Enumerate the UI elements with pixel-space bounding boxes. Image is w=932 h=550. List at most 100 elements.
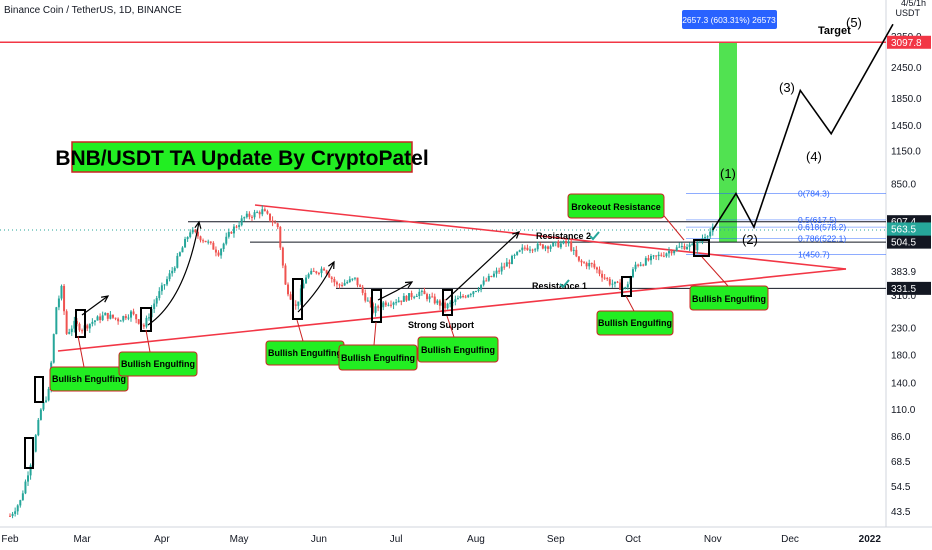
measure-label-bg: [682, 10, 777, 29]
candle-body: [704, 237, 707, 239]
candle-body: [356, 277, 359, 286]
candle-body: [415, 295, 418, 297]
candle-body: [153, 303, 156, 310]
candle-body: [662, 255, 665, 257]
candle-body: [408, 293, 411, 301]
candle-body: [639, 264, 642, 266]
callout-text: Brokeout Resistance: [571, 202, 661, 212]
candle-body: [276, 223, 279, 228]
candle-body: [588, 263, 591, 267]
x-tick-label: Aug: [467, 534, 485, 545]
wave-5-label: (5): [846, 15, 862, 30]
candle-body: [24, 481, 27, 494]
candle-body: [580, 260, 583, 263]
candle-body: [539, 243, 542, 245]
candle-body: [305, 277, 308, 284]
candle-body: [598, 269, 601, 274]
candle-body: [559, 243, 562, 248]
candle-body: [19, 500, 22, 506]
candle-body: [186, 237, 189, 240]
candle-body: [297, 301, 300, 306]
y-tick-label: 310.0: [891, 291, 916, 302]
candle-body: [678, 246, 681, 248]
candle-body: [521, 247, 524, 251]
candle-body: [47, 388, 50, 401]
candle-body: [454, 299, 457, 302]
candle-body: [541, 244, 544, 249]
price-tag-bg: [887, 222, 931, 236]
candle-body: [217, 252, 220, 256]
time-axis[interactable]: Feb Mar Apr May Jun Jul Aug Sep Oct Nov Dec 2022: [1, 534, 881, 545]
candle-body: [402, 295, 405, 302]
candle-body: [281, 247, 284, 266]
candle-body: [575, 249, 578, 257]
candle-body: [114, 317, 117, 319]
callout-bullish-engulfing: Bullish Engulfing: [338, 321, 418, 371]
candle-body: [163, 284, 166, 286]
projection-path: [712, 23, 894, 231]
candle-body: [557, 241, 560, 248]
candle-body: [577, 256, 580, 261]
engulfing-box: [442, 289, 453, 316]
candles-layer: [9, 205, 714, 519]
price-tag-label: 3097.8: [891, 38, 922, 49]
price-tag-label: 331.5: [891, 284, 916, 295]
callout-text: Bullish Engulfing: [421, 345, 495, 355]
candle-body: [536, 243, 539, 250]
candle-body: [253, 212, 256, 218]
candle-body: [333, 279, 336, 283]
candle-body: [338, 284, 341, 286]
candle-body: [271, 220, 274, 223]
y-tick-label: 1150.0: [891, 146, 921, 157]
candle-body: [325, 270, 328, 274]
callout-text: Bullish Engulfing: [121, 359, 195, 369]
candle-body: [173, 267, 176, 271]
candle-body: [117, 318, 120, 322]
candle-body: [572, 249, 575, 251]
candle-body: [39, 409, 42, 420]
candle-body: [464, 296, 467, 298]
candle-body: [570, 241, 573, 251]
currency-label[interactable]: USDT: [896, 8, 921, 18]
check-icon: [559, 279, 570, 289]
candle-body: [258, 212, 261, 215]
callout-bullish-engulfing: Bullish Engulfing: [689, 256, 769, 311]
candle-body: [212, 242, 215, 250]
x-tick-label: Oct: [625, 534, 641, 545]
engulfing-box: [693, 239, 710, 257]
price-tag-bg: [887, 281, 931, 295]
candle-body: [467, 295, 470, 298]
candle-body: [189, 232, 192, 238]
candle-body: [608, 279, 611, 285]
candle-body: [227, 232, 230, 237]
candle-body: [232, 226, 235, 234]
candle-body: [204, 240, 207, 243]
callout-text: Bullish Engulfing: [341, 353, 415, 363]
candle-body: [16, 505, 19, 512]
candle-body: [99, 316, 102, 321]
candle-body: [603, 277, 606, 279]
candle-body: [706, 236, 709, 238]
candle-body: [335, 282, 338, 285]
candle-body: [660, 254, 663, 256]
wave-2-label: (2): [742, 232, 758, 247]
resistance1-label: Resistance 1: [532, 281, 587, 291]
candle-body: [315, 271, 318, 274]
candle-body: [86, 325, 89, 329]
candle-body: [500, 266, 503, 272]
candle-body: [510, 255, 513, 265]
candle-body: [158, 291, 161, 299]
candle-body: [250, 216, 253, 218]
candle-body: [485, 280, 488, 282]
arrowhead-icon: [194, 220, 202, 229]
callout-text: Bullish Engulfing: [268, 348, 342, 358]
candle-body: [353, 277, 356, 279]
candle-body: [148, 317, 151, 319]
candle-body: [562, 241, 565, 244]
candle-body: [426, 294, 429, 300]
price-tag-label: 563.5: [891, 224, 916, 235]
price-tag-bg: [887, 35, 931, 49]
candle-body: [631, 269, 634, 277]
